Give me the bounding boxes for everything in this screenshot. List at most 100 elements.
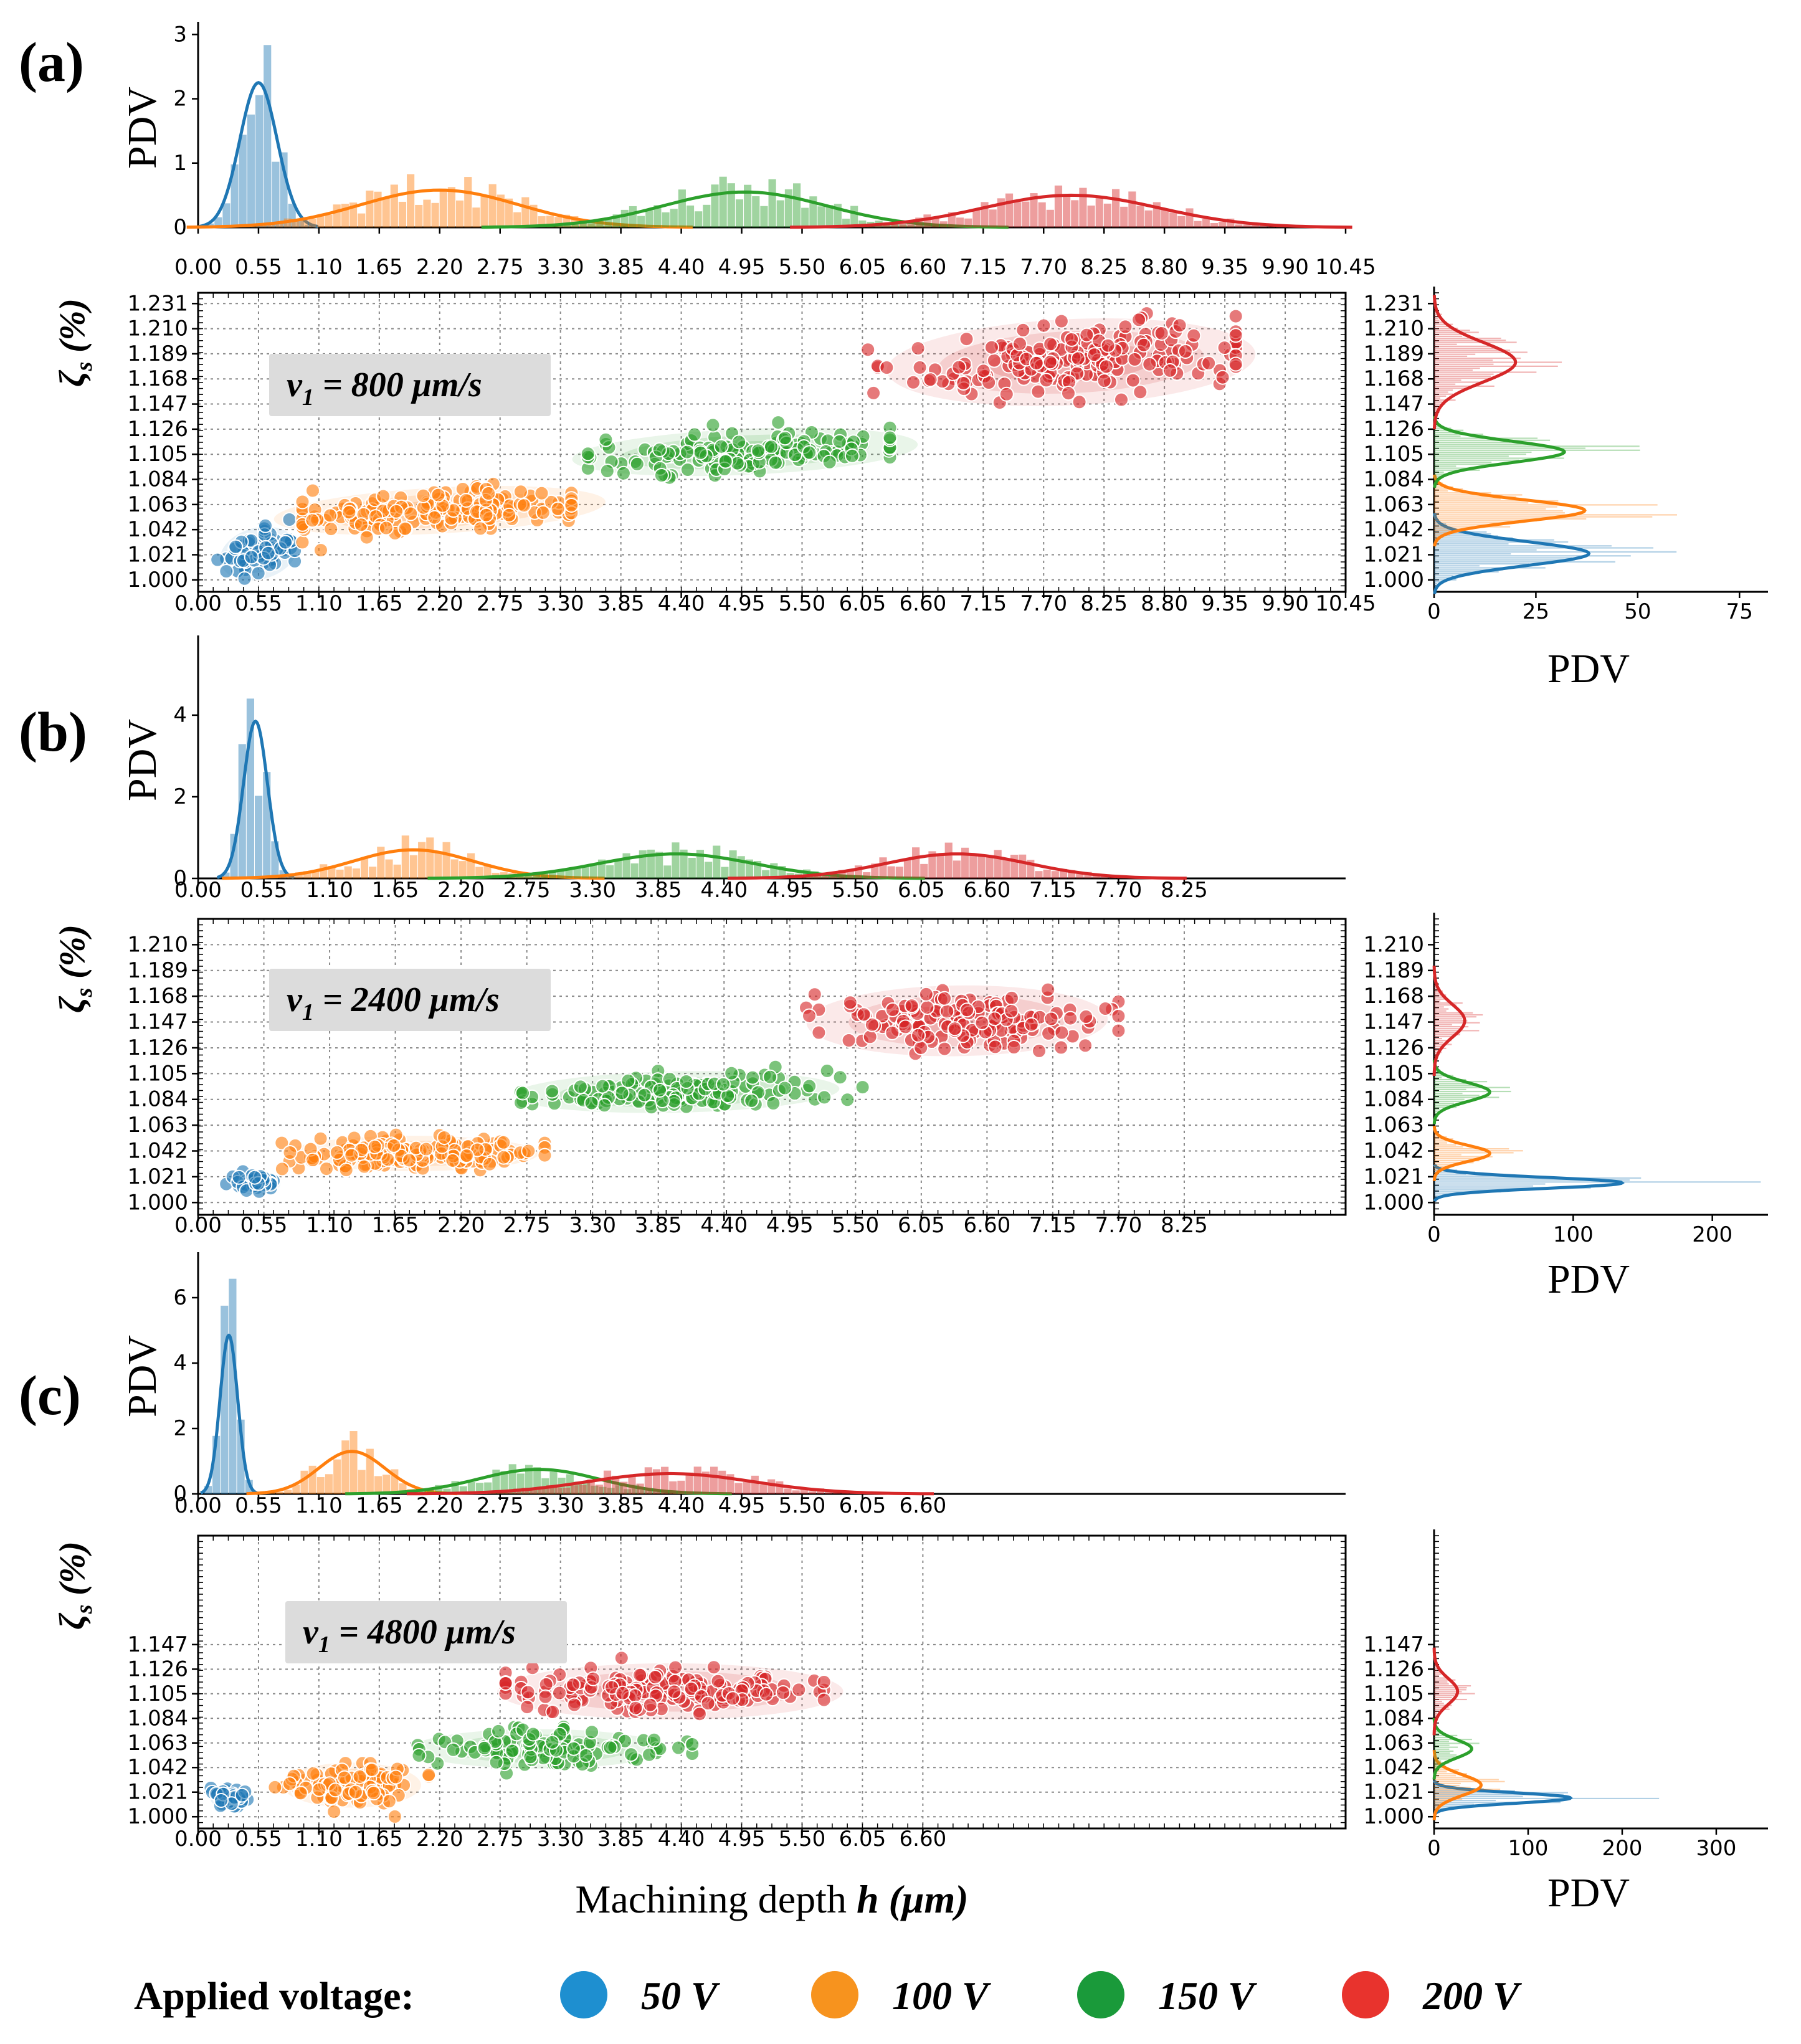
- top-hist-bar: [214, 217, 222, 227]
- right-hist-bar: [1434, 535, 1498, 537]
- top-hist-bar: [920, 863, 928, 878]
- right-hist-bar: [1434, 1004, 1456, 1006]
- top-hist-bar: [1022, 201, 1030, 227]
- top-hist-bar: [230, 164, 239, 227]
- right-hist-ytick-label: 1.063: [1364, 1113, 1424, 1138]
- x-tick-label: 2.20: [416, 591, 463, 616]
- right-hist-bar: [1434, 1166, 1448, 1167]
- top-hist-xtick-label: 3.85: [635, 878, 682, 903]
- top-hist-bar: [415, 1490, 423, 1494]
- scatter-point: [680, 462, 695, 477]
- scatter-point: [614, 1650, 629, 1666]
- top-hist-xtick-label: 1.65: [372, 878, 419, 903]
- top-hist-bar: [427, 1488, 435, 1494]
- scatter-point: [326, 1804, 342, 1820]
- right-hist-series-50V: [1433, 1164, 1761, 1202]
- top-hist-xtick-label: 1.10: [295, 1493, 343, 1518]
- scatter-point: [637, 1087, 652, 1103]
- right-hist-bar: [1434, 1028, 1460, 1030]
- scatter-series-100V: [274, 1127, 553, 1178]
- scatter-point: [652, 442, 667, 457]
- scatter-point: [1004, 1004, 1019, 1019]
- top-hist-bar: [595, 1485, 603, 1494]
- right-hist-bar: [1434, 1157, 1484, 1159]
- right-hist-bar: [1434, 383, 1456, 385]
- right-hist-bar: [1434, 1754, 1457, 1756]
- top-hist-bar: [589, 864, 597, 878]
- top-hist-ytick-label: 0: [173, 1481, 187, 1506]
- scatter-point: [482, 1156, 497, 1172]
- right-hist-bar: [1434, 413, 1436, 415]
- right-hist-bar: [1434, 581, 1441, 582]
- top-hist-bar: [751, 1475, 759, 1494]
- top-hist-bar: [688, 858, 696, 878]
- right-hist-bar: [1434, 1752, 1450, 1754]
- top-hist-bar: [972, 210, 981, 227]
- top-hist-xtick-label: 0.55: [235, 255, 282, 280]
- right-hist-bar: [1434, 518, 1587, 520]
- right-hist-bar: [1434, 545, 1612, 547]
- top-hist-bar: [903, 858, 912, 878]
- scatter-point: [811, 1025, 827, 1040]
- top-hist-bar: [603, 225, 611, 227]
- right-hist-ytick-label: 1.210: [1364, 316, 1424, 341]
- top-hist-ytick-label: 1: [173, 151, 187, 176]
- right-kde-line: [1432, 1718, 1473, 1780]
- scatter-point: [580, 446, 596, 462]
- right-hist-bar: [1434, 1090, 1511, 1093]
- top-hist-bar: [1144, 210, 1152, 227]
- top-hist-bar: [251, 226, 259, 227]
- y-tick-label: 1.168: [128, 366, 188, 391]
- annotation-sub: 1: [318, 1632, 330, 1658]
- x-tick-label: 6.60: [964, 1213, 1011, 1238]
- right-hist-bar: [1434, 1805, 1468, 1807]
- right-hist-bar: [1434, 490, 1448, 492]
- scatter-point: [841, 1033, 857, 1048]
- top-hist-bar: [533, 876, 541, 878]
- scatter-point: [710, 1673, 726, 1689]
- top-hist-bar: [407, 174, 415, 227]
- right-hist-bar: [1434, 1018, 1462, 1020]
- right-hist-xtick-label: 0: [1427, 1222, 1441, 1247]
- right-hist-xtick-label: 0: [1427, 1836, 1441, 1861]
- right-hist-bar: [1434, 1681, 1448, 1683]
- right-hist-bar: [1434, 1185, 1534, 1187]
- top-hist-bar: [325, 1474, 333, 1494]
- scatter-point: [278, 535, 293, 550]
- scatter-point: [716, 1077, 731, 1092]
- right-kde-line: [1433, 474, 1587, 547]
- scatter-point: [956, 376, 971, 391]
- right-hist-bar: [1434, 1689, 1466, 1691]
- scatter-point: [525, 1726, 541, 1742]
- top-hist-bar: [729, 850, 737, 878]
- right-hist-bar: [1434, 434, 1483, 435]
- right-hist-bar: [1434, 475, 1444, 477]
- x-tick-label: 1.10: [295, 1827, 343, 1851]
- right-hist-bar: [1434, 1796, 1460, 1798]
- y-tick-label: 1.189: [128, 958, 188, 983]
- y-tick-label: 1.042: [128, 517, 188, 542]
- right-hist-bar: [1434, 1142, 1447, 1144]
- right-hist-xtick-label: 100: [1508, 1836, 1549, 1861]
- top-hist-bar: [571, 1485, 579, 1494]
- top-hist-xtick-label: 6.60: [964, 878, 1011, 903]
- x-tick-label: 9.35: [1201, 591, 1248, 616]
- right-hist-bar: [1434, 988, 1437, 990]
- top-hist-bar: [1210, 222, 1219, 227]
- right-hist-bar: [1434, 582, 1438, 585]
- annotation-sub: 1: [302, 384, 314, 411]
- top-hist-xtick-label: 6.60: [900, 1493, 947, 1518]
- scatter-point: [879, 360, 895, 375]
- scatter-point: [911, 1027, 926, 1043]
- top-hist-xtick-label: 10.45: [1315, 255, 1376, 280]
- right-hist-bar: [1434, 471, 1444, 473]
- right-hist-bar: [1434, 368, 1480, 369]
- scatter-point: [1096, 373, 1112, 389]
- scatter-point: [1228, 356, 1243, 372]
- top-hist-bar: [1005, 193, 1014, 227]
- top-hist-ytick-label: 4: [173, 1351, 187, 1376]
- scatter-point: [1215, 369, 1230, 385]
- top-hist-ytick-label: 2: [173, 1416, 187, 1441]
- top-hist-bar: [579, 1485, 587, 1494]
- right-hist-bar: [1434, 325, 1452, 327]
